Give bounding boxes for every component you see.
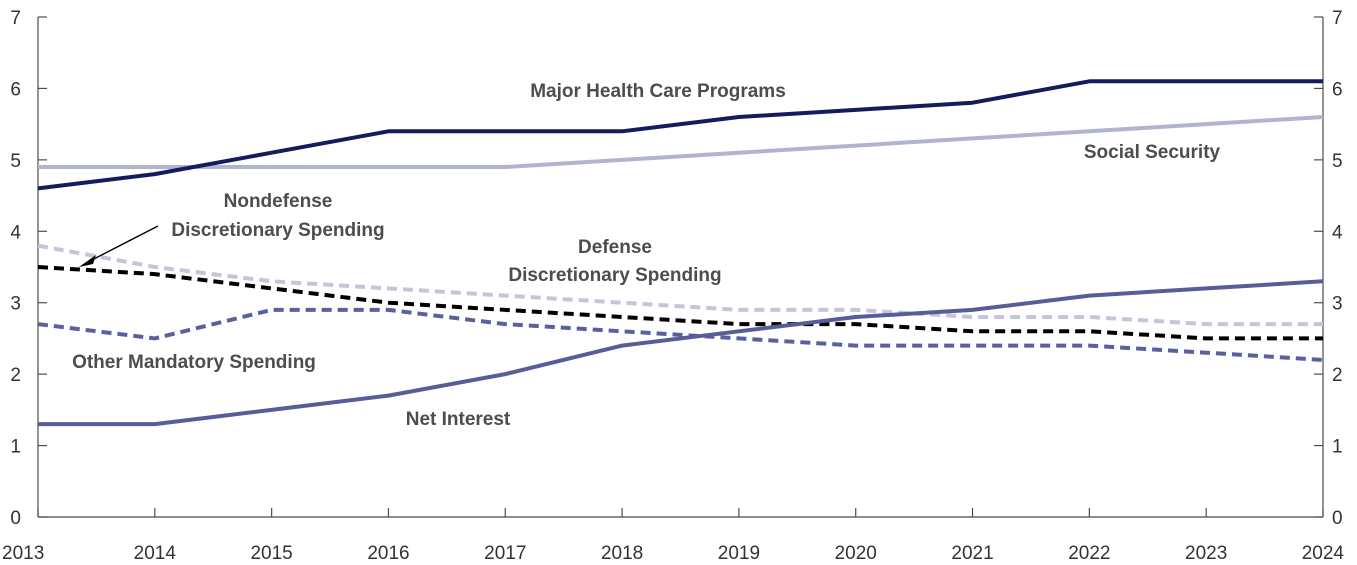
x-tick-label: 2019 (718, 543, 760, 564)
y-tick-label-right: 0 (1332, 508, 1343, 529)
label-major-health-care: Major Health Care Programs (530, 81, 786, 102)
y-tick-label-right: 3 (1332, 294, 1343, 315)
y-tick-label-left: 0 (10, 508, 21, 529)
series-layer (37, 79, 1324, 427)
y-tick-label-left: 5 (10, 151, 21, 172)
y-tick-label-right: 4 (1332, 222, 1343, 243)
y-tick-label-left: 3 (10, 294, 21, 315)
series-line-nondefense-discretionary-spending (37, 265, 1323, 341)
series-labels: Major Health Care Programs Social Securi… (72, 81, 1220, 430)
label-nondefense-line-1: Nondefense (224, 191, 333, 212)
x-tick-label: 2022 (1068, 543, 1110, 564)
y-tick-label-right: 1 (1332, 437, 1343, 458)
series-line-major-health-care-programs (37, 79, 1323, 191)
label-net-interest: Net Interest (406, 409, 511, 430)
nondefense-pointer-arrow (79, 225, 159, 267)
y-tick-label-left: 2 (10, 365, 21, 386)
label-social-security: Social Security (1084, 142, 1221, 163)
series-line-defense-discretionary-spending (37, 243, 1323, 327)
y-tick-label-left: 6 (10, 79, 21, 100)
axes: 0 1 2 3 4 5 6 7 0 1 2 3 4 5 6 7 2013 2014 2015 2016 2017 2018… (2, 8, 1344, 564)
series-line-social-security (38, 115, 1324, 169)
x-tick-label: 2015 (250, 543, 292, 564)
x-tick-label: 2021 (951, 543, 993, 564)
x-tick-label: 2018 (601, 543, 643, 564)
x-tick-label: 2014 (134, 543, 177, 564)
label-defense-line-2: Discretionary Spending (508, 265, 721, 286)
label-nondefense-line-2: Discretionary Spending (171, 220, 384, 241)
x-tick-label: 2024 (1302, 543, 1345, 564)
x-tick-label: 2016 (367, 543, 409, 564)
series-line-other-mandatory-spending (37, 307, 1324, 362)
y-tick-label-left: 7 (10, 8, 21, 29)
y-tick-label-right: 5 (1332, 151, 1343, 172)
x-tick-label: 2020 (835, 543, 877, 564)
y-tick-label-left: 4 (10, 222, 21, 243)
y-tick-label-right: 6 (1332, 79, 1343, 100)
x-tick-label: 2017 (484, 543, 526, 564)
y-tick-label-right: 7 (1332, 8, 1343, 29)
y-tick-label-right: 2 (1332, 365, 1343, 386)
y-tick-label-left: 1 (10, 437, 21, 458)
series-line-net-interest (38, 279, 1324, 427)
x-tick-label: 2013 (2, 543, 44, 564)
label-other-mandatory: Other Mandatory Spending (72, 352, 316, 373)
label-defense-line-1: Defense (578, 237, 652, 258)
x-tick-label: 2023 (1185, 543, 1227, 564)
